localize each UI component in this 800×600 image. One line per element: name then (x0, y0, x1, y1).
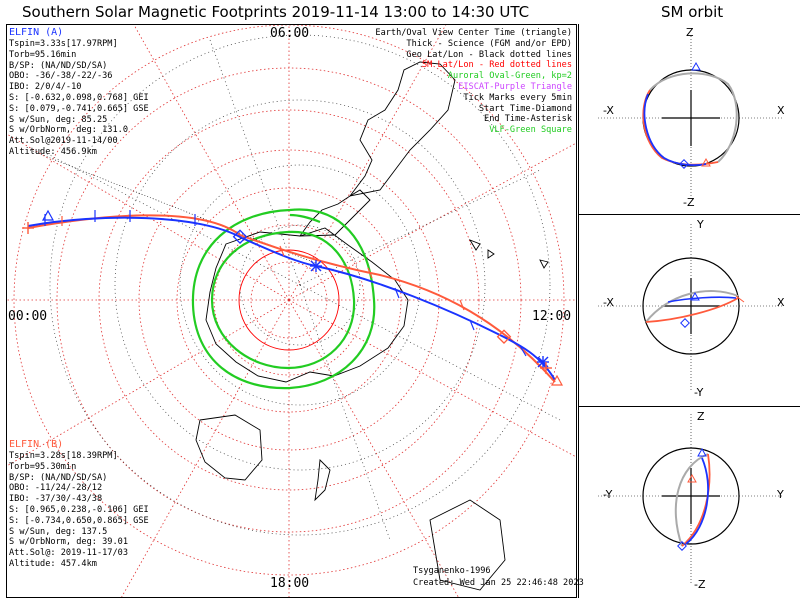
panel3-left-label: -Y (603, 488, 613, 501)
elfin-a-line: OBO: -36/-38/-22/-36 (9, 71, 113, 82)
created-text: Created: Wed Jan 25 22:46:48 2023 (413, 578, 584, 588)
legend-item: SM Lat/Lon - Red dotted lines (421, 60, 572, 71)
elfin-b-line: OBO: -11/24/-28/12 (9, 483, 103, 494)
orbit-xy-gray (645, 290, 739, 323)
africa-outline (429, 499, 506, 591)
orbit-xy-red (645, 297, 739, 323)
orbit-panels (578, 24, 800, 598)
mlt-label-left: 00:00 (8, 309, 48, 324)
orbit-panel-xz (598, 36, 784, 200)
legend-item: Geo Lat/Lon - Black dotted lines (406, 49, 572, 60)
panel2-bottom-label: -Y (694, 386, 704, 399)
legend-item: EISCAT-Purple Triangle (458, 81, 572, 92)
orbit-yz-blue (685, 457, 709, 545)
elfin-a-name: ELFIN (A) (9, 27, 64, 38)
elfin-a-line: S w/Sun, deg: 85.25 (9, 114, 108, 125)
elfin-a-line: Att.Sol@2019-11-14/00 (9, 136, 118, 147)
elfin-b-line: S: [0.965,0.238,-0.106] GEI (9, 504, 149, 515)
elfin-a-line: Altitude: 456.9km (9, 146, 97, 157)
peninsula-outline (299, 189, 371, 237)
elfin-a-info: ELFIN (A) Tspin=3.33s[17.97RPM] Torb=95.1… (9, 27, 149, 158)
elfin-a-line: Torb=95.16min (9, 49, 77, 60)
mlt-label-right: 12:00 (532, 309, 572, 324)
elfin-b-start-diamond (496, 329, 512, 344)
elfin-a-start-diamond (232, 229, 248, 244)
legend-item: Thick - Science (FGM and/or EPD) (406, 38, 572, 49)
sm-lon-lines (7, 25, 576, 597)
panel-divider-1 (578, 214, 800, 215)
legend-item: End Time-Asterisk (484, 114, 572, 125)
south-america-outline (348, 61, 456, 197)
panel1-right-label: X (777, 104, 785, 117)
orbit-title: SM orbit (661, 3, 724, 21)
elfin-b-line: S: [-0.734,0.650,0.865] GSE (9, 515, 149, 526)
panel2-top-label: Y (697, 218, 704, 231)
elfin-b-line: Altitude: 457.4km (9, 558, 97, 569)
orbit-xz-gray (649, 72, 738, 163)
elfin-b-line: S w/Sun, deg: 137.5 (9, 526, 108, 537)
legend-item: Earth/Oval View Center Time (triangle) (375, 28, 572, 38)
elfin-b-line: Att.Sol@: 2019-11-17/03 (9, 548, 128, 559)
panel1-top-label: Z (686, 26, 694, 39)
elfin-b-end-asterisk (22, 222, 552, 374)
elfin-b-line: Torb=95.30min (9, 461, 77, 472)
orbit-yz-gray (674, 453, 709, 547)
sm-pole-circle (238, 249, 340, 351)
panel-divider-2 (578, 406, 800, 407)
elfin-a-line: B/SP: (NA/ND/SD/SA) (9, 60, 108, 71)
panel1-left-label: -X (603, 104, 614, 117)
continent-outlines (195, 61, 549, 591)
panel3-top-label: Z (697, 410, 705, 423)
auroral-oval (191, 208, 376, 390)
elfin-b-track (27, 214, 556, 383)
elfin-b-view-triangle (550, 374, 564, 386)
mlt-label-top: 06:00 (270, 26, 310, 41)
elfin-a-line: IBO: 2/0/4/-10 (9, 82, 82, 93)
elfin-b-info: ELFIN (B) Tspin=3.28s[18.39RPM] Torb=95.3… (9, 439, 149, 570)
islands (468, 239, 549, 269)
elfin-b-line: S w/OrbNorm, deg: 39.01 (9, 537, 128, 548)
legend-item: Tick Marks every 5min (463, 92, 572, 103)
panel2-right-label: X (777, 296, 785, 309)
legend-item: Auroral Oval-Green, kp=2 (447, 71, 572, 82)
elfin-a-line: S: [-0.632,0.098,0.768] GEI (9, 92, 149, 103)
orbit-xy-blue (667, 296, 737, 303)
elfin-a-line: S w/OrbNorm, deg: 131.0 (9, 125, 128, 136)
nz-outline (314, 459, 331, 502)
elfin-b-name: ELFIN (B) (9, 439, 64, 450)
elfin-b-line: IBO: -37/30/-43/38 (9, 494, 103, 505)
legend: Earth/Oval View Center Time (triangle) Th… (375, 28, 572, 136)
geo-lat-circles (49, 34, 551, 536)
panel3-right-label: Y (777, 488, 784, 501)
elfin-a-lines: Tspin=3.33s[17.97RPM] Torb=95.16min B/SP: … (9, 39, 149, 158)
map-frame (6, 24, 577, 598)
elfin-a-view-triangle (41, 209, 55, 221)
elfin-b-lines: Tspin=3.28s[18.39RPM] Torb=95.30min B/SP: … (9, 451, 149, 570)
page-title: Southern Solar Magnetic Footprints 2019-… (22, 3, 530, 21)
panel3-bottom-label: -Z (694, 578, 706, 591)
australia-outline (195, 414, 263, 481)
orbit-panel-yz (598, 414, 784, 584)
elfin-b-line: Tspin=3.28s[18.39RPM] (9, 451, 118, 461)
mlt-label-bottom: 18:00 (270, 576, 310, 591)
elfin-b-ticks (61, 216, 465, 311)
panel2-left-label: -X (603, 296, 614, 309)
panel1-bottom-label: -Z (683, 196, 695, 209)
elfin-a-line: S: [0.079,-0.741,0.665] GSE (9, 103, 149, 114)
orbit-xz-blue (643, 93, 707, 166)
elfin-b-line: B/SP: (NA/ND/SD/SA) (9, 472, 108, 483)
legend-item: VLF-Green Square (489, 125, 572, 136)
orbit-panel-xy (598, 224, 784, 392)
orbit-xz-red (642, 89, 719, 166)
orbit-yz-red (681, 453, 711, 547)
antarctica-outline (205, 227, 409, 383)
credit-text: Tsyganenko-1996 (413, 566, 491, 576)
legend-item: Start Time-Diamond (478, 103, 572, 114)
elfin-a-line: Tspin=3.33s[17.97RPM] (9, 39, 118, 49)
